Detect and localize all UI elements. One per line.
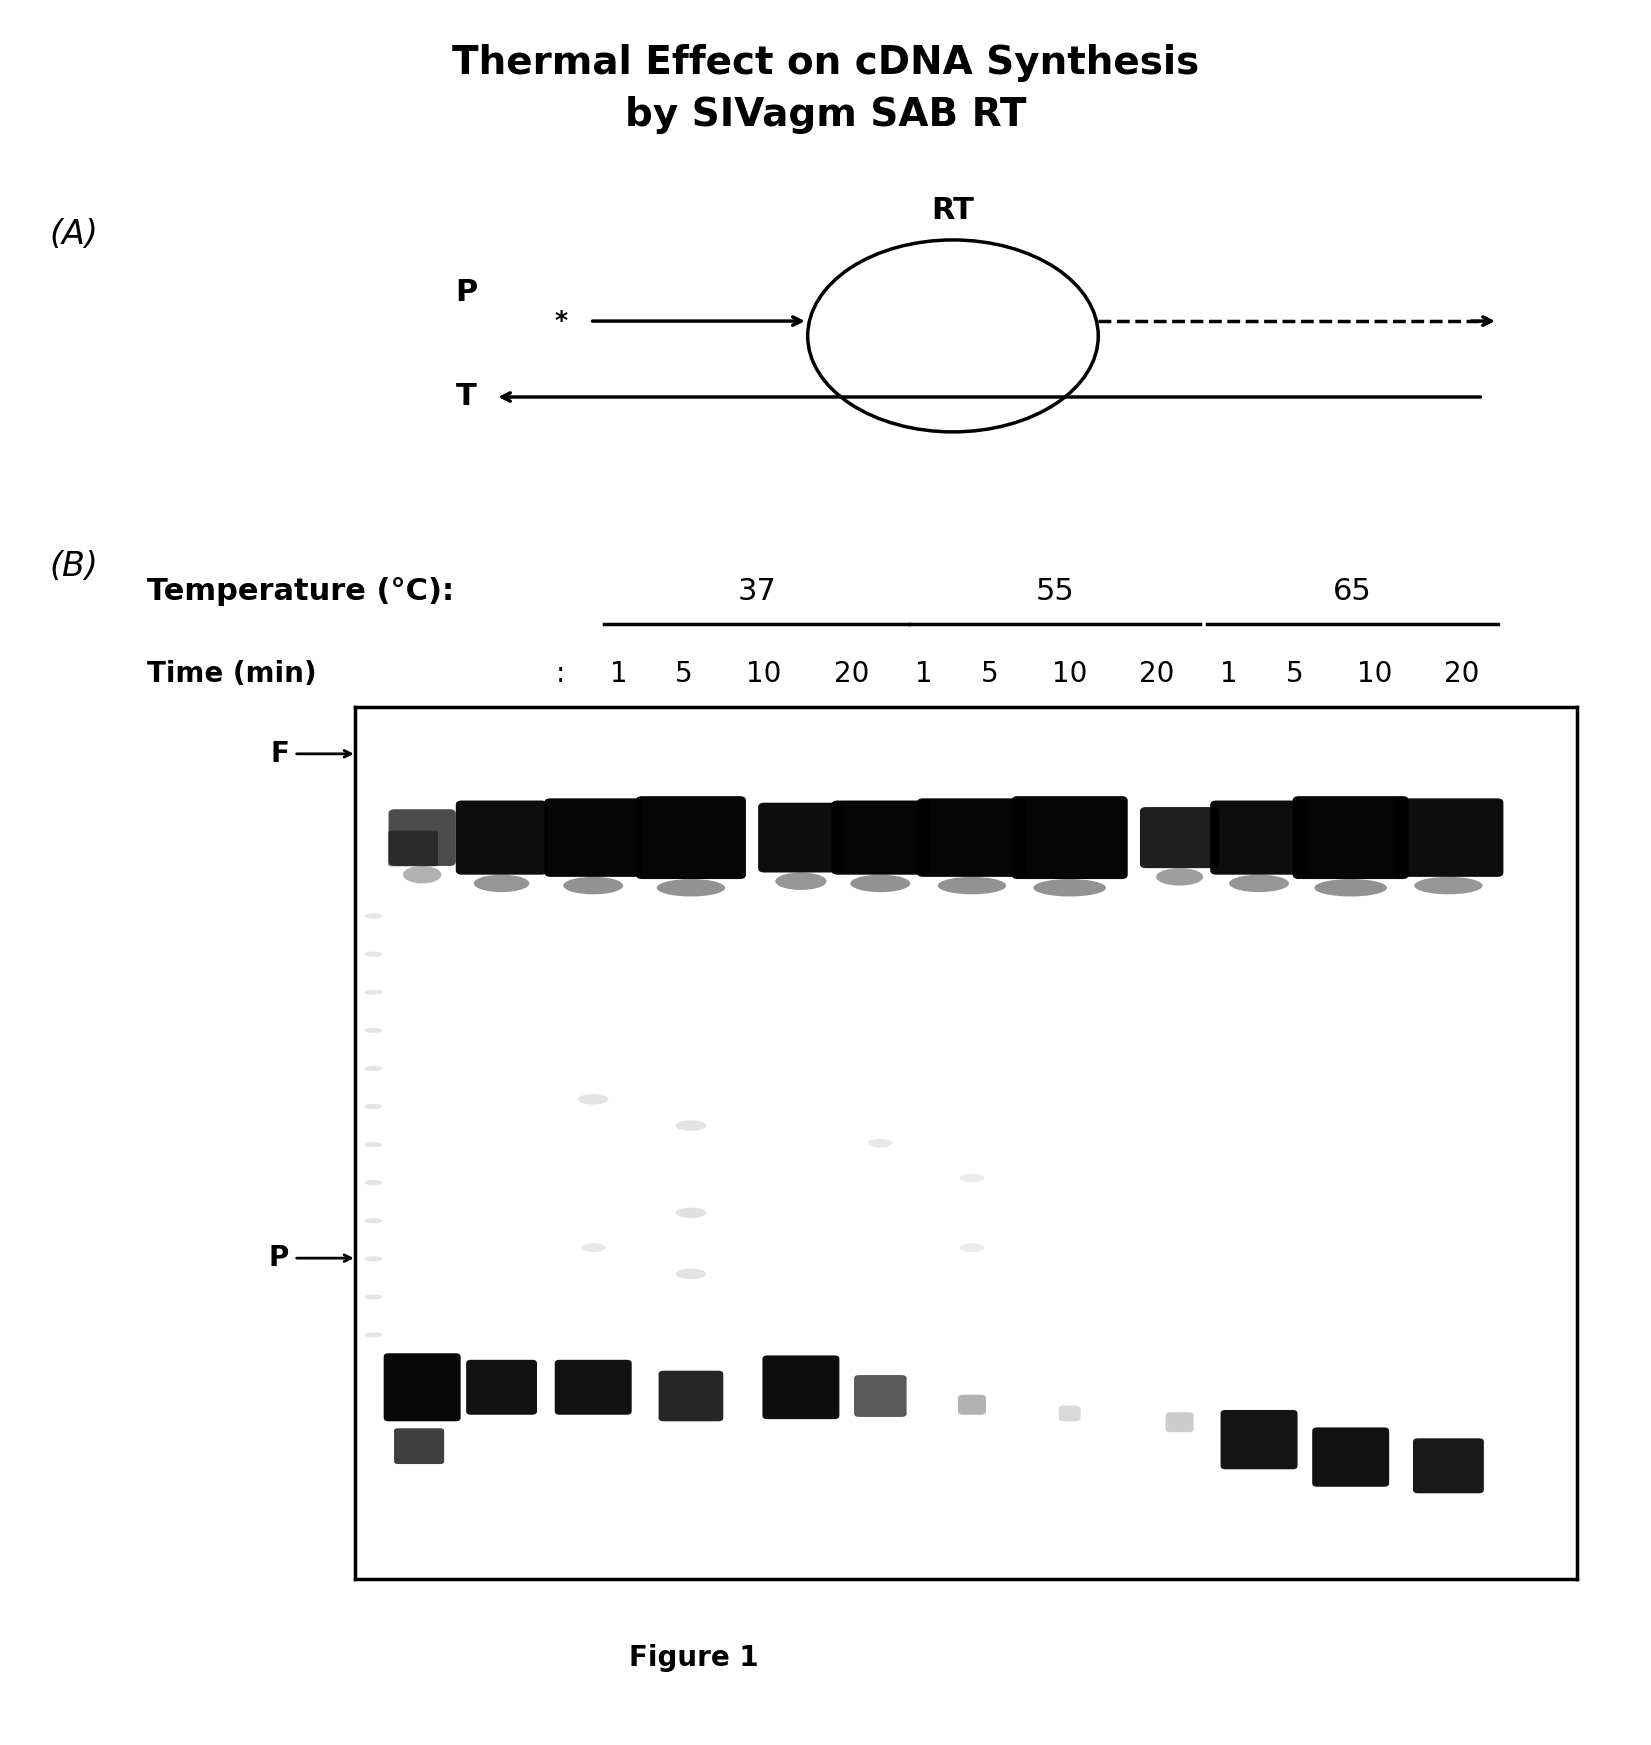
Ellipse shape (1156, 867, 1204, 886)
Text: :: : (556, 660, 565, 688)
Text: T: T (456, 382, 477, 412)
Ellipse shape (675, 1208, 707, 1218)
FancyBboxPatch shape (456, 801, 548, 874)
Text: (B): (B) (50, 550, 99, 583)
Text: RT: RT (931, 197, 974, 225)
FancyBboxPatch shape (1210, 801, 1308, 874)
FancyBboxPatch shape (958, 1394, 986, 1415)
Text: 1: 1 (609, 660, 627, 688)
FancyBboxPatch shape (763, 1356, 839, 1419)
FancyBboxPatch shape (388, 831, 438, 867)
FancyBboxPatch shape (383, 1354, 461, 1420)
Text: 5: 5 (1286, 660, 1303, 688)
Text: Thermal Effect on cDNA Synthesis: Thermal Effect on cDNA Synthesis (452, 44, 1199, 82)
Ellipse shape (365, 1066, 383, 1071)
FancyBboxPatch shape (659, 1372, 723, 1420)
Text: P: P (269, 1244, 289, 1272)
Ellipse shape (474, 874, 530, 892)
Text: Figure 1: Figure 1 (629, 1644, 758, 1672)
Ellipse shape (365, 1218, 383, 1223)
FancyBboxPatch shape (1293, 796, 1408, 879)
Ellipse shape (365, 1180, 383, 1185)
Ellipse shape (868, 1139, 893, 1148)
Text: 10: 10 (746, 660, 783, 688)
FancyBboxPatch shape (555, 1359, 632, 1415)
Text: 20: 20 (1139, 660, 1174, 688)
Ellipse shape (365, 914, 383, 918)
Ellipse shape (563, 878, 622, 895)
FancyBboxPatch shape (636, 796, 746, 879)
Ellipse shape (1228, 874, 1289, 892)
Ellipse shape (365, 1295, 383, 1300)
Text: P: P (456, 277, 477, 307)
Text: *: * (555, 309, 568, 333)
FancyBboxPatch shape (854, 1375, 906, 1417)
FancyBboxPatch shape (1166, 1412, 1194, 1433)
Text: 20: 20 (1443, 660, 1479, 688)
FancyBboxPatch shape (388, 810, 456, 866)
Text: 5: 5 (675, 660, 693, 688)
Ellipse shape (959, 1242, 984, 1253)
FancyBboxPatch shape (916, 799, 1027, 878)
Text: 37: 37 (738, 576, 776, 606)
Text: Temperature (°C):: Temperature (°C): (147, 576, 454, 606)
Ellipse shape (938, 878, 1005, 895)
Text: 1: 1 (915, 660, 933, 688)
Ellipse shape (776, 872, 827, 890)
Text: Time (min): Time (min) (147, 660, 317, 688)
Ellipse shape (675, 1269, 707, 1279)
Ellipse shape (959, 1174, 984, 1183)
FancyBboxPatch shape (1393, 799, 1504, 878)
Ellipse shape (365, 1105, 383, 1110)
Ellipse shape (581, 1242, 606, 1253)
FancyBboxPatch shape (832, 801, 930, 874)
Text: 55: 55 (1035, 576, 1075, 606)
Text: 65: 65 (1332, 576, 1372, 606)
FancyBboxPatch shape (1313, 1427, 1388, 1487)
Ellipse shape (365, 951, 383, 956)
FancyBboxPatch shape (1139, 806, 1220, 869)
FancyBboxPatch shape (1058, 1406, 1081, 1420)
Ellipse shape (850, 874, 910, 892)
Ellipse shape (365, 1256, 383, 1262)
Ellipse shape (403, 866, 441, 883)
Ellipse shape (365, 1028, 383, 1033)
Ellipse shape (1415, 878, 1483, 895)
Ellipse shape (365, 989, 383, 995)
FancyBboxPatch shape (545, 799, 642, 878)
FancyBboxPatch shape (466, 1359, 537, 1415)
Text: 5: 5 (981, 660, 999, 688)
Text: 20: 20 (834, 660, 868, 688)
FancyBboxPatch shape (1012, 796, 1128, 879)
Ellipse shape (675, 1120, 707, 1131)
Ellipse shape (578, 1094, 609, 1105)
Text: 1: 1 (1220, 660, 1238, 688)
Ellipse shape (365, 1333, 383, 1337)
Text: 10: 10 (1357, 660, 1392, 688)
FancyBboxPatch shape (1413, 1438, 1484, 1494)
Ellipse shape (1314, 879, 1387, 897)
Ellipse shape (657, 879, 725, 897)
Text: F: F (271, 740, 289, 768)
Text: (A): (A) (50, 218, 99, 251)
FancyBboxPatch shape (1220, 1410, 1298, 1469)
Text: 10: 10 (1052, 660, 1086, 688)
FancyBboxPatch shape (395, 1427, 444, 1464)
Ellipse shape (365, 1141, 383, 1146)
FancyBboxPatch shape (758, 803, 844, 872)
Text: by SIVagm SAB RT: by SIVagm SAB RT (624, 96, 1027, 134)
Ellipse shape (1034, 879, 1106, 897)
